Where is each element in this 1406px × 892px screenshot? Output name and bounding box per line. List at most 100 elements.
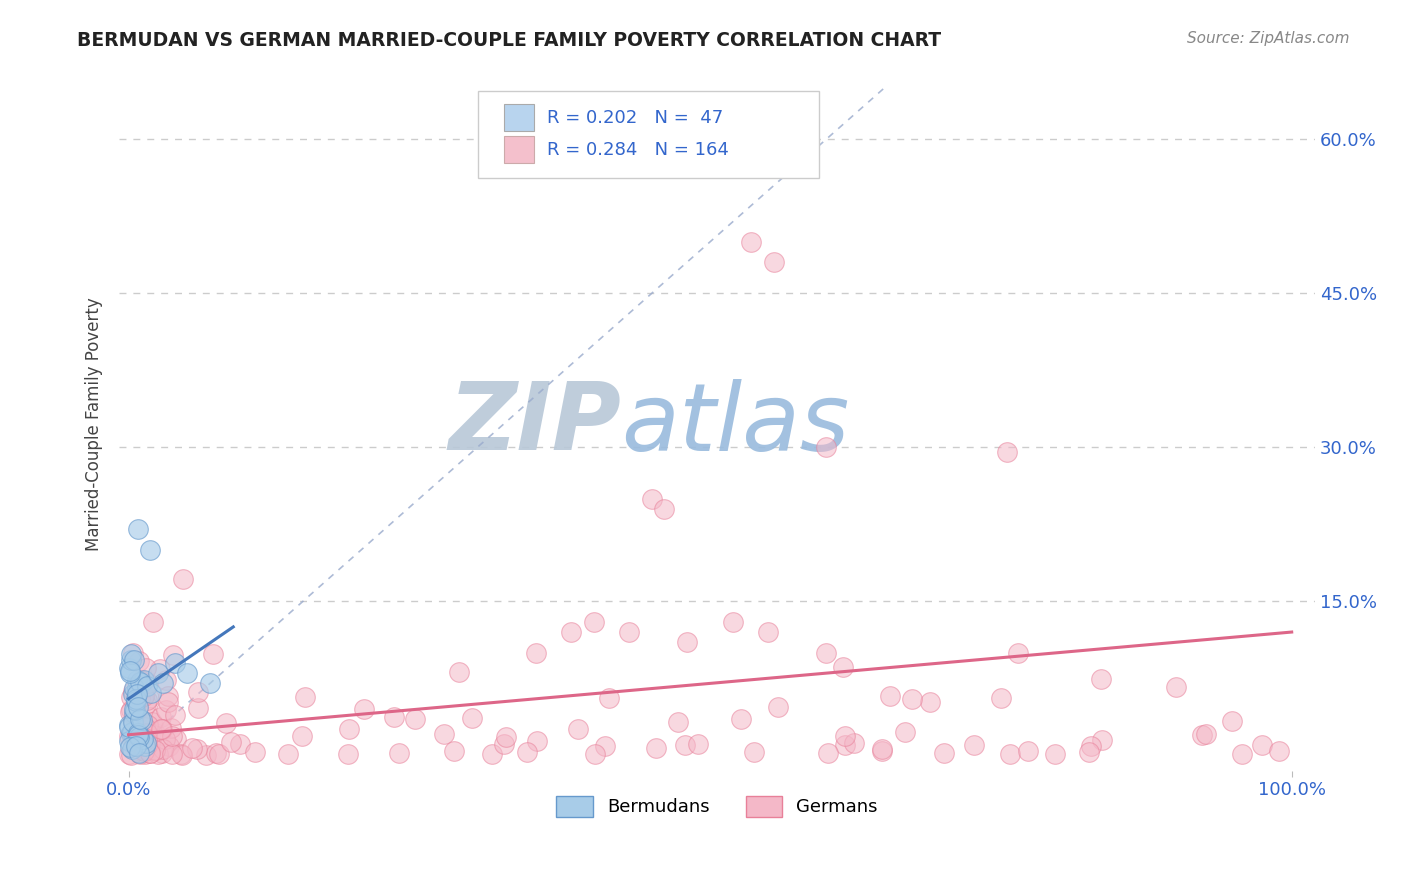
Point xyxy=(645,741,668,756)
Point xyxy=(125,681,148,695)
Point xyxy=(842,736,865,750)
Point xyxy=(495,730,517,744)
Point xyxy=(134,747,156,761)
Point xyxy=(125,694,148,708)
Legend: Bermudans, Germans: Bermudans, Germans xyxy=(550,789,884,824)
Point xyxy=(129,673,152,687)
Point xyxy=(157,739,180,753)
Point xyxy=(136,693,159,707)
Point xyxy=(162,729,184,743)
Point xyxy=(815,440,838,454)
Point xyxy=(243,745,266,759)
Point xyxy=(125,673,148,687)
Point xyxy=(1195,727,1218,741)
Point xyxy=(120,648,142,662)
Point xyxy=(666,714,689,729)
Point xyxy=(673,738,696,752)
Point xyxy=(155,703,177,717)
Point xyxy=(120,739,142,754)
Point xyxy=(160,721,183,735)
Point xyxy=(120,690,142,705)
Point xyxy=(150,746,173,760)
Point xyxy=(118,729,141,743)
Point xyxy=(817,746,839,760)
Point xyxy=(124,706,146,721)
Point xyxy=(740,235,762,249)
Point xyxy=(593,739,616,753)
Point xyxy=(127,728,149,742)
Point xyxy=(676,635,699,649)
Point xyxy=(526,734,548,748)
Point xyxy=(124,709,146,723)
Point xyxy=(176,666,198,681)
Point xyxy=(756,625,779,640)
Point xyxy=(139,686,162,700)
Point xyxy=(128,690,150,705)
Point xyxy=(120,747,142,762)
Point xyxy=(146,747,169,761)
Point xyxy=(156,695,179,709)
FancyBboxPatch shape xyxy=(505,104,534,131)
Point xyxy=(128,747,150,761)
Point xyxy=(143,726,166,740)
Point xyxy=(181,741,204,756)
Point xyxy=(1232,747,1254,761)
Point xyxy=(121,725,143,739)
Point xyxy=(990,691,1012,706)
Point xyxy=(153,732,176,747)
Point xyxy=(187,685,209,699)
Point xyxy=(124,702,146,716)
Point xyxy=(1017,744,1039,758)
Text: atlas: atlas xyxy=(621,378,849,469)
Point xyxy=(170,747,193,761)
Point xyxy=(139,736,162,750)
Point xyxy=(125,692,148,706)
Point xyxy=(135,736,157,750)
Point xyxy=(129,712,152,726)
Point xyxy=(1220,714,1243,729)
Point xyxy=(134,720,156,734)
Point xyxy=(117,747,139,761)
Point xyxy=(443,744,465,758)
Point xyxy=(195,747,218,762)
Point xyxy=(524,646,547,660)
Text: BERMUDAN VS GERMAN MARRIED-COUPLE FAMILY POVERTY CORRELATION CHART: BERMUDAN VS GERMAN MARRIED-COUPLE FAMILY… xyxy=(77,31,942,50)
Point xyxy=(121,646,143,660)
Point xyxy=(404,712,426,726)
Point xyxy=(1007,646,1029,660)
Point xyxy=(125,734,148,748)
Point xyxy=(135,697,157,711)
Point xyxy=(135,661,157,675)
Point xyxy=(134,744,156,758)
Point xyxy=(131,688,153,702)
Point xyxy=(336,747,359,761)
Point xyxy=(294,690,316,705)
Point xyxy=(138,542,160,557)
Point xyxy=(447,665,470,679)
Point xyxy=(872,744,894,758)
Point xyxy=(461,711,484,725)
Point xyxy=(127,699,149,714)
Point xyxy=(129,676,152,690)
Point xyxy=(337,722,360,736)
Point xyxy=(128,731,150,745)
Point xyxy=(763,255,786,269)
Point xyxy=(353,702,375,716)
Point xyxy=(567,722,589,736)
Point xyxy=(228,737,250,751)
Point xyxy=(388,746,411,760)
Text: R = 0.284   N = 164: R = 0.284 N = 164 xyxy=(547,141,730,159)
Point xyxy=(134,739,156,754)
Point xyxy=(1268,744,1291,758)
Point xyxy=(120,666,142,681)
Point xyxy=(131,678,153,692)
Point xyxy=(172,572,194,586)
Point xyxy=(494,737,516,751)
Point xyxy=(516,745,538,759)
FancyBboxPatch shape xyxy=(505,136,534,162)
Point xyxy=(127,742,149,756)
Point xyxy=(120,725,142,739)
Point xyxy=(131,741,153,756)
Point xyxy=(198,676,221,690)
Point xyxy=(131,740,153,755)
